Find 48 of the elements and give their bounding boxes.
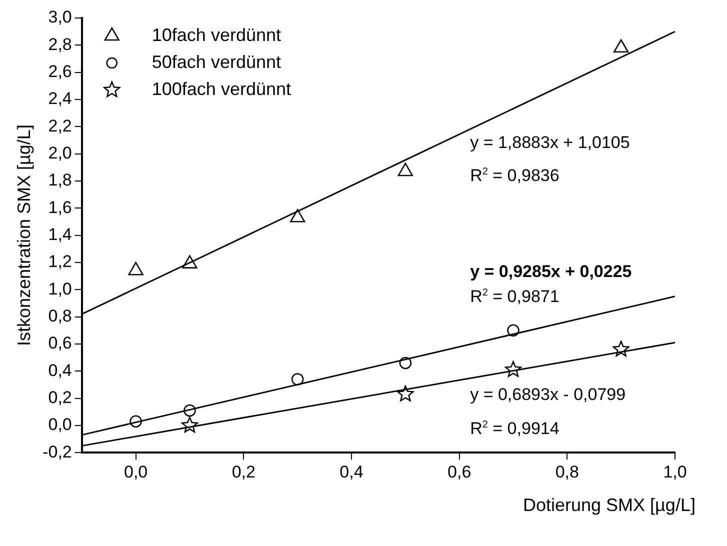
y-tick-label: 2,8 (48, 34, 72, 54)
point (182, 255, 198, 268)
point (181, 416, 198, 433)
point (398, 162, 413, 176)
y-tick-label: 2,4 (48, 89, 72, 108)
point (504, 361, 522, 377)
point (614, 39, 629, 53)
y-tick-label: 1,2 (48, 252, 72, 272)
y-tick-label: 0,2 (48, 388, 72, 407)
legend-label: 50fach verdünnt (152, 52, 281, 72)
y-axis-title: Istkonzentration SMX [µg/L] (14, 124, 34, 346)
point (184, 404, 196, 417)
annotation: R$^{2}$ = 0,9871 (470, 286, 560, 307)
point (507, 324, 520, 337)
x-tick-label: 0,4 (340, 462, 364, 482)
y-tick-label: 0,4 (48, 360, 72, 380)
y-tick-label: 1,6 (48, 198, 72, 217)
point (397, 386, 414, 402)
point (130, 415, 142, 428)
legend-label: 100fach verdünnt (152, 78, 292, 99)
x-tick-label: 0,2 (232, 462, 256, 482)
point (399, 356, 412, 370)
y-tick-label: 2,2 (48, 116, 72, 136)
point (612, 340, 630, 357)
point (290, 208, 306, 222)
x-tick-label: 1,0 (663, 462, 687, 482)
point (128, 262, 144, 276)
y-tick-label: 0,6 (48, 334, 72, 353)
y-tick-label: 0,8 (48, 306, 72, 326)
annotation: y = 1,8883x + 1,0105 (470, 133, 630, 154)
x-tick-label: 0,6 (448, 462, 472, 482)
x-tick-label: 0,0 (124, 462, 148, 482)
y-tick-label: 1,4 (48, 224, 72, 244)
x-tick-label: 0,8 (555, 462, 579, 482)
annotation: R$^{2}$ = 0,9914 (470, 418, 560, 438)
x-axis-title: Dotierung SMX [µg/L] (523, 494, 696, 516)
y-tick-label: 0,0 (48, 415, 72, 434)
y-tick-label: 1,0 (48, 279, 72, 298)
point (291, 373, 304, 386)
y-tick-label: -0,2 (42, 442, 72, 462)
annotation: y = 0,6893x - 0,0799 (470, 384, 626, 405)
y-tick-label: 3,0 (48, 8, 72, 27)
annotation: R$^{2}$ = 0,9836 (470, 166, 560, 186)
y-tick-label: 1,8 (48, 170, 72, 190)
legend-label: 10fach verdünnt (152, 24, 281, 45)
y-tick-label: 2,0 (48, 144, 72, 162)
y-tick-label: 2,6 (48, 62, 72, 82)
annotation: y = 0,9285x + 0,0225 (470, 262, 632, 282)
